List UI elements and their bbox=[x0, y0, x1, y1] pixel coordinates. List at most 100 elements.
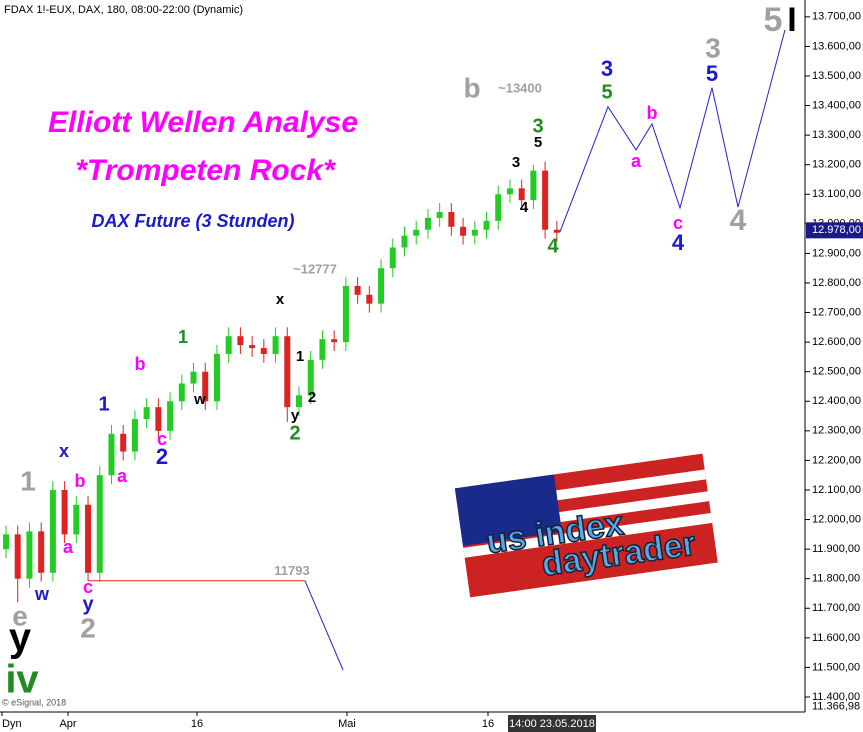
candle-body bbox=[249, 345, 256, 349]
description: DAX Future (3 Stunden) bbox=[92, 211, 295, 231]
y-tick-label: 13.300,00 bbox=[812, 129, 861, 141]
candle-body bbox=[413, 229, 420, 236]
candle-body bbox=[307, 359, 314, 396]
level-drop bbox=[304, 580, 344, 671]
candle-body bbox=[530, 170, 537, 201]
projection-line bbox=[559, 29, 786, 232]
candle-body bbox=[155, 407, 162, 431]
wave-label: c bbox=[157, 429, 167, 449]
candle-body bbox=[108, 433, 115, 476]
y-tick-label: 13.100,00 bbox=[812, 188, 861, 200]
y-tick-label: 12.100,00 bbox=[812, 484, 861, 496]
wave-label: 2 bbox=[289, 422, 300, 444]
candle-body bbox=[38, 531, 45, 573]
wave-label: c bbox=[673, 213, 683, 233]
y-tick-label: 12.700,00 bbox=[812, 306, 861, 318]
y-tick-label: 12.300,00 bbox=[812, 425, 861, 437]
y-tick-label: 13.200,00 bbox=[812, 159, 861, 171]
wave-label: 5 bbox=[706, 61, 718, 86]
wave-label: a bbox=[117, 466, 128, 486]
candle-body bbox=[354, 285, 361, 295]
candle-body bbox=[495, 194, 502, 221]
wave-label: 4 bbox=[730, 204, 747, 237]
candle-body bbox=[26, 531, 33, 579]
candle-body bbox=[296, 395, 302, 408]
candle-body bbox=[120, 433, 127, 452]
candle-body bbox=[284, 336, 291, 408]
candle-body bbox=[14, 534, 21, 579]
wave-label: 3 bbox=[532, 115, 543, 137]
candle-body bbox=[3, 534, 9, 550]
candle-body bbox=[202, 371, 209, 402]
y-tick-label: 12.600,00 bbox=[812, 336, 861, 348]
wave-label: ~13400 bbox=[498, 80, 542, 95]
wave-label: 3 bbox=[705, 32, 721, 63]
level-label: 11793 bbox=[274, 563, 309, 578]
wave-label: a bbox=[631, 151, 642, 171]
subtitle: *Trompeten Rock* bbox=[75, 154, 336, 187]
wave-label: 4 bbox=[672, 230, 685, 255]
y-tick-label: 11.600,00 bbox=[812, 632, 860, 644]
wave-label: ~12777 bbox=[293, 261, 337, 276]
y-tick-label: 11.800,00 bbox=[812, 573, 860, 585]
title: Elliott Wellen Analyse bbox=[48, 106, 358, 139]
wave-label: I bbox=[787, 1, 796, 39]
wave-label: y bbox=[9, 616, 32, 660]
y-tick-label: 11.500,00 bbox=[812, 661, 860, 673]
wave-label: c bbox=[83, 577, 93, 597]
wave-label: 5 bbox=[534, 134, 542, 151]
axis-low-label: 11.366,98 bbox=[812, 701, 860, 713]
candle-body bbox=[553, 229, 560, 233]
wave-label: 2 bbox=[80, 612, 96, 643]
candle-body bbox=[213, 353, 220, 402]
candle-body bbox=[272, 336, 279, 354]
y-tick-label: 12.000,00 bbox=[812, 513, 861, 525]
wave-label: 1 bbox=[98, 393, 109, 415]
candle-body bbox=[167, 401, 174, 431]
candle-body bbox=[73, 504, 80, 535]
header: FDAX 1!-EUX, DAX, 180, 08:00-22:00 (Dyna… bbox=[4, 4, 243, 16]
x-tick-label: 16 bbox=[191, 718, 203, 730]
candle-body bbox=[143, 407, 150, 420]
candle-body bbox=[448, 212, 455, 227]
wave-label: 1 bbox=[296, 348, 304, 365]
candle-body bbox=[460, 226, 467, 236]
wave-label: w bbox=[34, 584, 50, 604]
wave-label: 1 bbox=[178, 327, 188, 347]
candle-body bbox=[401, 235, 408, 248]
x-tick-label: 16 bbox=[482, 718, 494, 730]
x-tick-label: Apr bbox=[59, 718, 76, 730]
y-tick-label: 12.400,00 bbox=[812, 395, 861, 407]
candle-body bbox=[49, 489, 56, 573]
wave-label: 4 bbox=[547, 235, 559, 257]
wave-label: 4 bbox=[520, 199, 529, 216]
y-tick-label: 11.400,00 bbox=[812, 691, 860, 703]
wave-label: 5 bbox=[764, 1, 783, 39]
wave-label: y bbox=[291, 407, 300, 424]
wave-label: 3 bbox=[601, 56, 613, 81]
wave-label: b bbox=[463, 72, 480, 103]
flag-canton bbox=[454, 474, 562, 546]
y-tick-label: 12.500,00 bbox=[812, 366, 861, 378]
x-tick-label: Mai bbox=[338, 718, 356, 730]
candle-body bbox=[260, 348, 267, 354]
candle-body bbox=[506, 188, 513, 195]
y-tick-label: 13.700,00 bbox=[812, 11, 861, 23]
candle-body bbox=[342, 285, 349, 343]
candle-body bbox=[471, 229, 478, 236]
wave-label: b bbox=[647, 103, 658, 123]
wave-label: x bbox=[59, 441, 69, 461]
candle-body bbox=[389, 247, 396, 269]
wave-label: 2 bbox=[156, 444, 168, 469]
y-tick-label: 11.900,00 bbox=[812, 543, 860, 555]
wave-label: w bbox=[193, 391, 206, 408]
candle-body bbox=[366, 294, 373, 304]
wave-label: 5 bbox=[601, 81, 612, 103]
candle-body bbox=[378, 268, 385, 304]
candle-body bbox=[319, 339, 326, 360]
candle-body bbox=[61, 489, 68, 535]
wave-label: 2 bbox=[308, 389, 316, 406]
wave-label: 3 bbox=[512, 154, 520, 171]
